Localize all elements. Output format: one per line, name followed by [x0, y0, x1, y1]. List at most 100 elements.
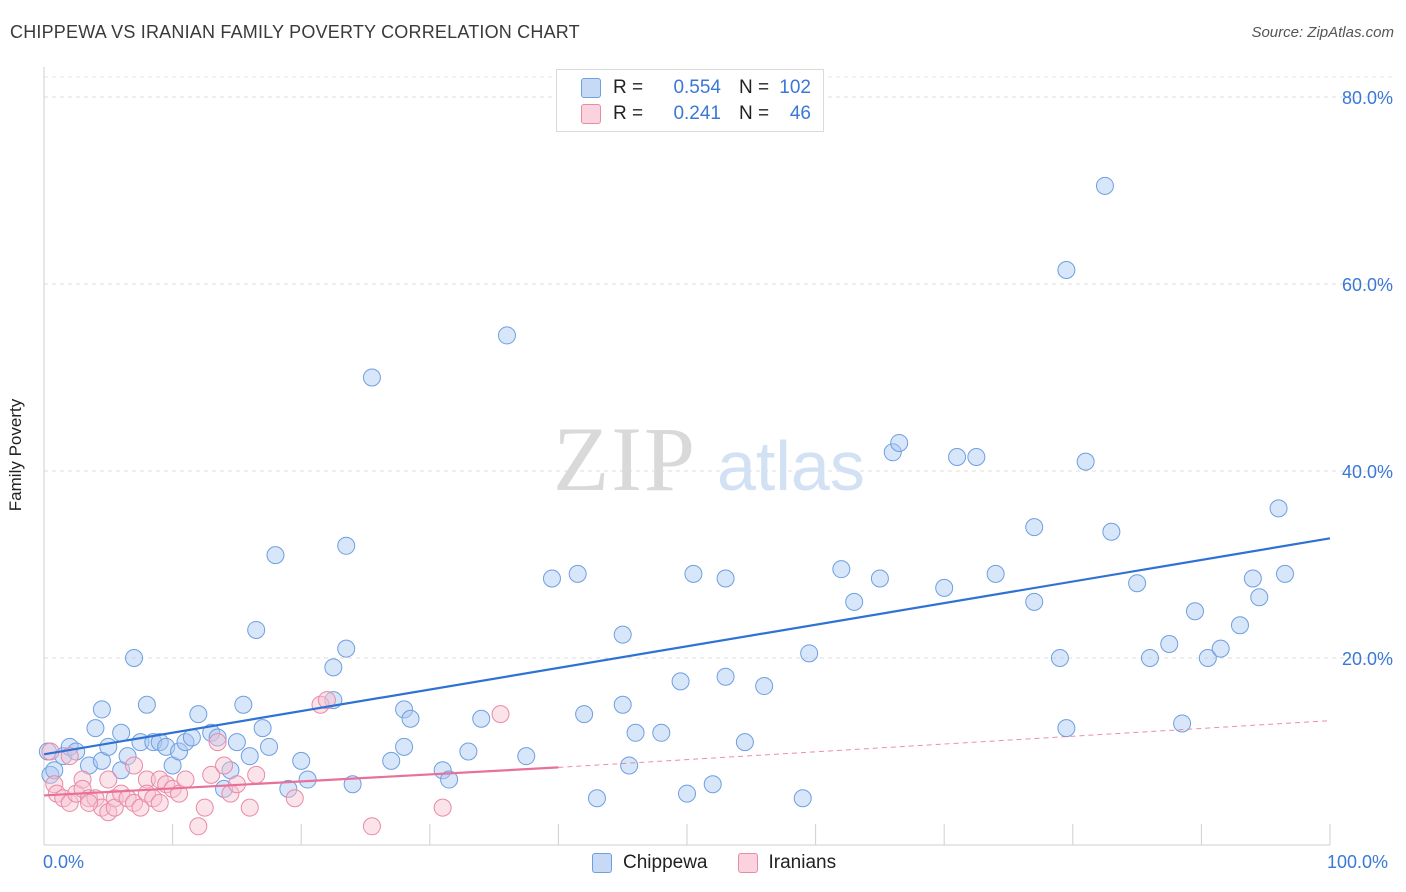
iranians-point	[285, 789, 304, 808]
chippewa-point	[337, 536, 356, 555]
chippewa-point	[208, 728, 227, 747]
chippewa-point	[497, 326, 516, 345]
chippewa-point	[395, 700, 414, 719]
chippewa-point	[234, 695, 253, 714]
chippewa-point	[1211, 639, 1230, 658]
iranians-point	[195, 798, 214, 817]
y-tick-label: 80.0%	[1342, 88, 1393, 108]
chippewa-point	[948, 447, 967, 466]
chippewa-point	[362, 368, 381, 387]
chippewa-point	[652, 723, 671, 742]
legend-row-chippewa: R = 0.554 N = 102	[581, 76, 811, 100]
chippewa-point	[395, 737, 414, 756]
iranians-point	[86, 789, 105, 808]
n-label: N =	[739, 77, 770, 98]
iranians-point	[433, 798, 452, 817]
chippewa-point	[716, 569, 735, 588]
iranians-point	[202, 765, 221, 784]
chippewa-point	[935, 578, 954, 597]
iranians-point	[208, 733, 227, 752]
chippewa-point	[678, 784, 696, 803]
chippewa-point	[92, 700, 111, 719]
chippewa-point	[1025, 518, 1044, 537]
chippewa-point	[1095, 176, 1114, 195]
chippewa-point	[735, 733, 754, 752]
legend-item-iranians: Iranians	[737, 852, 836, 874]
chippewa-point	[1275, 564, 1294, 583]
chippewa-point	[575, 705, 594, 724]
chippewa-point	[671, 672, 690, 691]
chippewa-point	[1076, 452, 1095, 471]
iranians-point	[176, 770, 195, 789]
chippewa-point	[1057, 719, 1076, 738]
y-tick-labels: 20.0% 40.0% 60.0% 80.0%	[1342, 88, 1393, 669]
chippewa-point	[292, 751, 311, 770]
grid-lines	[44, 76, 1392, 659]
iranians-point	[189, 817, 208, 836]
chippewa-point	[870, 569, 889, 588]
iranians-trendline	[43, 766, 559, 797]
iranians-point	[60, 747, 79, 766]
chippewa-point	[684, 564, 703, 583]
chippewa-point	[401, 709, 420, 728]
y-tick-label: 40.0%	[1342, 462, 1393, 482]
r-value: 0.554	[673, 77, 721, 98]
chippewa-point	[382, 751, 401, 770]
chippewa-point	[253, 719, 272, 738]
chippewa-point	[517, 747, 536, 766]
chippewa-point	[883, 443, 902, 462]
series-legend: Chippewa Iranians	[592, 852, 866, 874]
r-label: R =	[613, 103, 644, 124]
chippewa-point	[626, 723, 645, 742]
chippewa-point	[266, 546, 285, 565]
n-value: 46	[789, 103, 811, 124]
iranians-trendline-extension	[558, 720, 1331, 768]
chippewa-point	[1102, 522, 1121, 541]
correlation-legend: R = 0.554 N = 102 R = 0.241 N = 46	[556, 69, 824, 132]
iranians-point	[240, 798, 259, 817]
chippewa-point	[240, 747, 259, 766]
chippewa-point	[587, 789, 606, 808]
chippewa-point	[793, 789, 812, 808]
chippewa-point	[1160, 634, 1179, 653]
iranians-swatch	[737, 853, 758, 873]
chippewa-point	[1198, 649, 1217, 667]
chippewa-point	[472, 709, 491, 728]
data-points	[38, 176, 1294, 836]
chippewa-point	[260, 737, 279, 756]
chippewa-point	[279, 779, 298, 798]
chippewa-trendline	[43, 537, 1331, 756]
y-tick-label: 60.0%	[1342, 275, 1393, 295]
iranians-point	[73, 770, 92, 789]
source-label: Source: ZipAtlas.com	[1251, 24, 1394, 41]
chippewa-point	[716, 667, 735, 686]
chippewa-point	[1269, 499, 1288, 518]
chippewa-point	[568, 564, 587, 583]
chippewa-point	[890, 433, 909, 452]
chippewa-point	[118, 747, 137, 766]
chippewa-point	[337, 639, 356, 658]
iranians-point	[137, 770, 156, 789]
iranians-point	[150, 793, 169, 812]
chippewa-point	[1140, 649, 1159, 667]
chippewa-point	[459, 742, 478, 761]
r-value: 0.241	[673, 103, 721, 124]
chippewa-point	[189, 705, 208, 724]
chippewa-point	[202, 723, 221, 742]
trend-lines	[43, 537, 1331, 797]
chippewa-point	[986, 564, 1005, 583]
chippewa-point	[967, 447, 986, 466]
chippewa-point	[800, 644, 819, 663]
iranians-point	[80, 793, 99, 812]
iranians-swatch	[581, 104, 601, 124]
chippewa-point	[542, 569, 561, 588]
iranians-point	[125, 756, 144, 775]
legend-label: Chippewa	[623, 852, 708, 873]
legend-row-iranians: R = 0.241 N = 46	[581, 102, 811, 126]
chippewa-point	[613, 625, 632, 644]
chippewa-point	[86, 719, 105, 738]
chippewa-point	[845, 592, 864, 611]
n-value: 102	[779, 77, 811, 98]
chippewa-point	[703, 775, 722, 794]
